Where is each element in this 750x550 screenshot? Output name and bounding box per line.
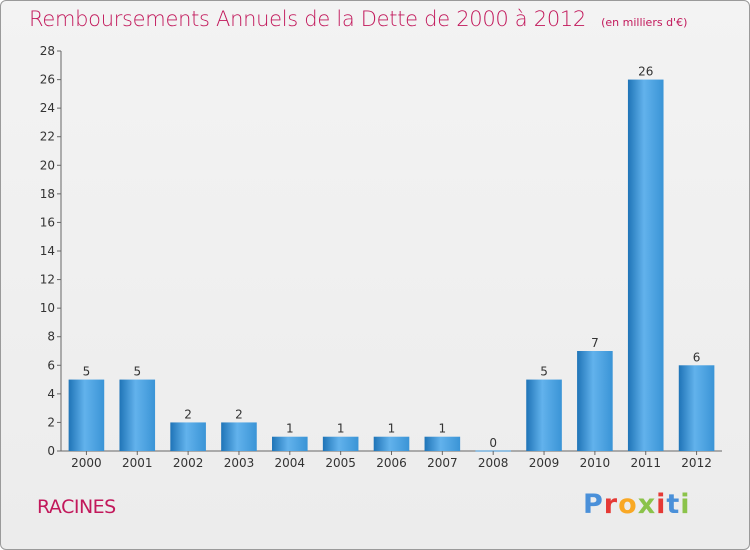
chart-bars bbox=[68, 79, 715, 452]
y-tick: 28 bbox=[40, 44, 61, 58]
y-tick-label: 16 bbox=[40, 215, 55, 229]
y-tick-label: 0 bbox=[47, 444, 55, 458]
x-tick-label-2004: 2004 bbox=[275, 456, 306, 470]
bar-2005 bbox=[322, 436, 359, 451]
y-tick-label: 12 bbox=[40, 273, 55, 287]
bar-2001 bbox=[119, 379, 156, 451]
value-label-2009: 5 bbox=[540, 365, 548, 379]
y-tick: 0 bbox=[47, 444, 61, 458]
y-tick-label: 26 bbox=[40, 73, 55, 87]
value-label-2006: 1 bbox=[388, 422, 396, 436]
y-tick: 14 bbox=[40, 244, 61, 258]
value-label-2007: 1 bbox=[439, 422, 447, 436]
logo-letter: o bbox=[618, 489, 638, 520]
proxiti-logo: Proxiti bbox=[583, 489, 691, 520]
y-tick: 16 bbox=[40, 215, 61, 229]
value-label-2011: 26 bbox=[638, 65, 653, 79]
value-label-2004: 1 bbox=[286, 422, 294, 436]
value-label-2002: 2 bbox=[184, 407, 192, 421]
y-tick: 4 bbox=[47, 387, 61, 401]
x-tick-label-2012: 2012 bbox=[681, 456, 712, 470]
y-tick: 8 bbox=[47, 330, 61, 344]
bar-2012 bbox=[678, 365, 715, 451]
value-label-2008: 0 bbox=[489, 436, 497, 450]
y-tick-label: 6 bbox=[47, 358, 55, 372]
y-tick: 20 bbox=[40, 158, 61, 172]
y-tick: 6 bbox=[47, 358, 61, 372]
bar-2006 bbox=[373, 436, 410, 451]
bar-2007 bbox=[424, 436, 461, 451]
x-tick-label-2010: 2010 bbox=[580, 456, 611, 470]
value-label-2000: 5 bbox=[83, 365, 91, 379]
commune-name: RACINES bbox=[37, 496, 116, 518]
y-tick: 10 bbox=[40, 301, 61, 315]
y-tick-label: 14 bbox=[40, 244, 55, 258]
logo-letter: t bbox=[666, 489, 681, 520]
y-tick-label: 28 bbox=[40, 44, 55, 58]
bar-2011 bbox=[627, 79, 664, 452]
x-tick-label-2003: 2003 bbox=[224, 456, 255, 470]
x-tick-label-2000: 2000 bbox=[71, 456, 102, 470]
value-label-2010: 7 bbox=[591, 336, 599, 350]
x-tick-label-2009: 2009 bbox=[529, 456, 560, 470]
y-tick-label: 24 bbox=[40, 101, 55, 115]
value-label-2003: 2 bbox=[235, 407, 243, 421]
bar-2003 bbox=[221, 422, 257, 451]
bar-2009 bbox=[526, 379, 562, 451]
y-tick: 18 bbox=[40, 187, 61, 201]
bar-2004 bbox=[272, 436, 308, 451]
x-tick-label-2011: 2011 bbox=[630, 456, 661, 470]
x-tick-label-2006: 2006 bbox=[376, 456, 407, 470]
y-tick-label: 18 bbox=[40, 187, 55, 201]
chart-title: Remboursements Annuels de la Dette de 20… bbox=[29, 7, 586, 31]
chart-title-row: Remboursements Annuels de la Dette de 20… bbox=[29, 7, 687, 31]
logo-letter: r bbox=[603, 489, 619, 520]
y-tick-label: 8 bbox=[47, 330, 55, 344]
logo-letter: i bbox=[680, 489, 691, 520]
chart-labels: 5 2000 5 2001 2 2002 2 2003 1 2004 1 2005 1 2006 1 2007… bbox=[71, 65, 712, 470]
y-tick-label: 20 bbox=[40, 158, 55, 172]
y-tick: 24 bbox=[40, 101, 61, 115]
x-tick-label-2001: 2001 bbox=[122, 456, 153, 470]
y-tick-label: 10 bbox=[40, 301, 55, 315]
value-label-2005: 1 bbox=[337, 422, 345, 436]
x-tick-label-2007: 2007 bbox=[427, 456, 458, 470]
y-tick: 26 bbox=[40, 73, 61, 87]
logo-letter: x bbox=[637, 489, 657, 520]
y-tick-label: 22 bbox=[40, 130, 55, 144]
bar-2010 bbox=[577, 351, 613, 451]
x-tick-label-2002: 2002 bbox=[173, 456, 204, 470]
bar-2000 bbox=[68, 379, 105, 451]
x-tick-label-2005: 2005 bbox=[325, 456, 356, 470]
logo-letter: P bbox=[583, 489, 604, 520]
bar-2002 bbox=[170, 422, 206, 451]
value-label-2012: 6 bbox=[693, 350, 701, 364]
x-tick-label-2008: 2008 bbox=[478, 456, 509, 470]
y-tick-label: 4 bbox=[47, 387, 55, 401]
y-tick: 12 bbox=[40, 273, 61, 287]
value-label-2001: 5 bbox=[133, 365, 141, 379]
chart-subtitle: (en milliers d'€) bbox=[601, 16, 688, 29]
y-tick: 2 bbox=[47, 415, 61, 429]
logo-letter: i bbox=[656, 489, 667, 520]
y-tick: 22 bbox=[40, 130, 61, 144]
y-tick-label: 2 bbox=[47, 415, 55, 429]
